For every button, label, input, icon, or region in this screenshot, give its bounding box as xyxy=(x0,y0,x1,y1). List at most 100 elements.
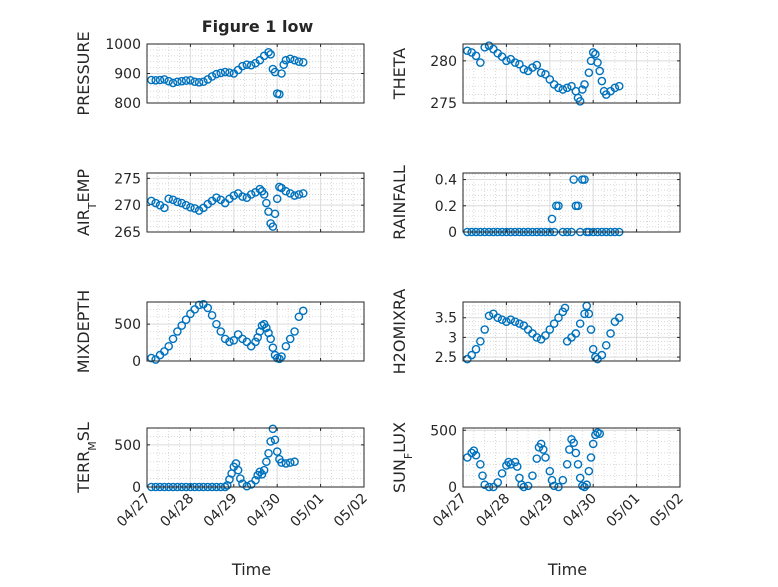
data-point xyxy=(160,203,169,213)
data-point xyxy=(575,473,585,483)
data-point xyxy=(569,175,578,184)
y-axis-label: MIXDEPTH xyxy=(74,290,93,373)
data-point xyxy=(255,467,265,477)
data-point xyxy=(238,61,247,71)
data-point xyxy=(203,303,213,313)
x-tick-label: 05/01 xyxy=(288,491,328,531)
axes-box xyxy=(146,172,365,233)
data-point xyxy=(478,471,487,480)
y-tick-label: 1000 xyxy=(105,37,141,53)
axes-box xyxy=(462,427,681,488)
y-tick-label: 275 xyxy=(430,96,457,112)
data-point xyxy=(502,56,511,66)
data-point xyxy=(586,325,596,334)
data-point xyxy=(177,321,187,330)
data-point xyxy=(268,222,278,231)
data-point xyxy=(194,78,204,87)
data-point xyxy=(580,80,589,89)
data-point xyxy=(190,77,200,87)
data-point xyxy=(207,310,217,320)
data-point xyxy=(281,55,291,65)
data-point xyxy=(164,194,173,204)
y-axis-label: RAINFALL xyxy=(390,165,409,240)
data-point xyxy=(225,337,234,347)
data-point xyxy=(476,460,485,469)
axes-background xyxy=(463,428,680,487)
data-point xyxy=(281,186,291,196)
data-point xyxy=(270,435,280,445)
data-point xyxy=(471,450,481,460)
data-point xyxy=(560,303,570,313)
data-point xyxy=(469,446,479,455)
y-axis-label: THETA xyxy=(390,48,409,100)
data-point xyxy=(580,175,589,184)
data-point xyxy=(571,329,581,338)
axes-box xyxy=(462,301,681,362)
data-point xyxy=(290,457,299,467)
data-point xyxy=(573,201,583,211)
axes-box xyxy=(462,172,681,233)
axes-background xyxy=(463,44,680,103)
data-point xyxy=(573,460,583,469)
data-point xyxy=(510,457,520,467)
x-tick-label: 05/02 xyxy=(647,491,687,531)
data-point xyxy=(565,445,574,454)
data-point xyxy=(298,189,308,198)
data-point xyxy=(545,466,555,476)
data-point xyxy=(480,325,490,334)
y-axis-label: SUNFLUX xyxy=(390,422,415,493)
data-point xyxy=(277,458,286,467)
axes-background xyxy=(147,173,364,232)
data-point xyxy=(515,319,524,328)
data-point xyxy=(558,475,568,485)
data-point xyxy=(541,331,550,340)
data-point xyxy=(588,439,598,449)
y-tick-label: 500 xyxy=(114,438,141,454)
data-point xyxy=(151,355,160,364)
x-tick-label: 04/30 xyxy=(244,491,284,531)
data-point xyxy=(268,424,278,434)
data-point xyxy=(285,334,295,344)
x-axis-label: Time xyxy=(231,560,271,579)
data-point xyxy=(588,344,598,354)
data-point xyxy=(147,75,156,85)
x-tick-label: 04/27 xyxy=(114,491,154,531)
data-point xyxy=(549,319,559,328)
data-point xyxy=(275,89,284,99)
data-point xyxy=(186,309,195,319)
data-point xyxy=(246,60,256,70)
data-point xyxy=(554,201,563,211)
x-tick-label: 04/28 xyxy=(473,491,513,531)
data-point xyxy=(606,329,615,338)
data-point xyxy=(277,69,286,78)
data-point xyxy=(272,447,282,456)
data-point xyxy=(259,190,269,199)
data-point xyxy=(266,334,275,344)
data-point xyxy=(562,83,572,93)
data-point xyxy=(216,327,226,336)
data-point xyxy=(476,58,485,67)
data-point xyxy=(236,474,245,483)
data-point xyxy=(277,352,286,361)
data-point xyxy=(294,190,304,199)
x-tick-label: 04/27 xyxy=(430,491,470,531)
data-point xyxy=(545,75,555,84)
data-point xyxy=(220,67,230,77)
x-tick-label: 04/30 xyxy=(560,491,600,531)
data-point xyxy=(497,315,507,325)
data-point xyxy=(168,334,178,344)
data-point xyxy=(463,46,472,56)
subplot-7: 0 500 04/27 04/28 04/29 04/30 05/01 05/02 TERRMS… xyxy=(74,422,371,530)
y-tick-label: 3.5 xyxy=(435,311,457,327)
y-tick-label: 2.5 xyxy=(435,350,457,366)
data-point xyxy=(233,330,243,339)
data-point xyxy=(264,448,273,458)
data-point xyxy=(216,68,226,78)
data-point xyxy=(212,69,221,79)
data-point xyxy=(242,481,252,491)
data-point xyxy=(493,478,503,487)
data-point xyxy=(497,469,507,478)
y-tick-label: 800 xyxy=(114,96,141,112)
y-axis-label: H2OMIXRA xyxy=(390,289,409,375)
data-point xyxy=(578,85,587,94)
